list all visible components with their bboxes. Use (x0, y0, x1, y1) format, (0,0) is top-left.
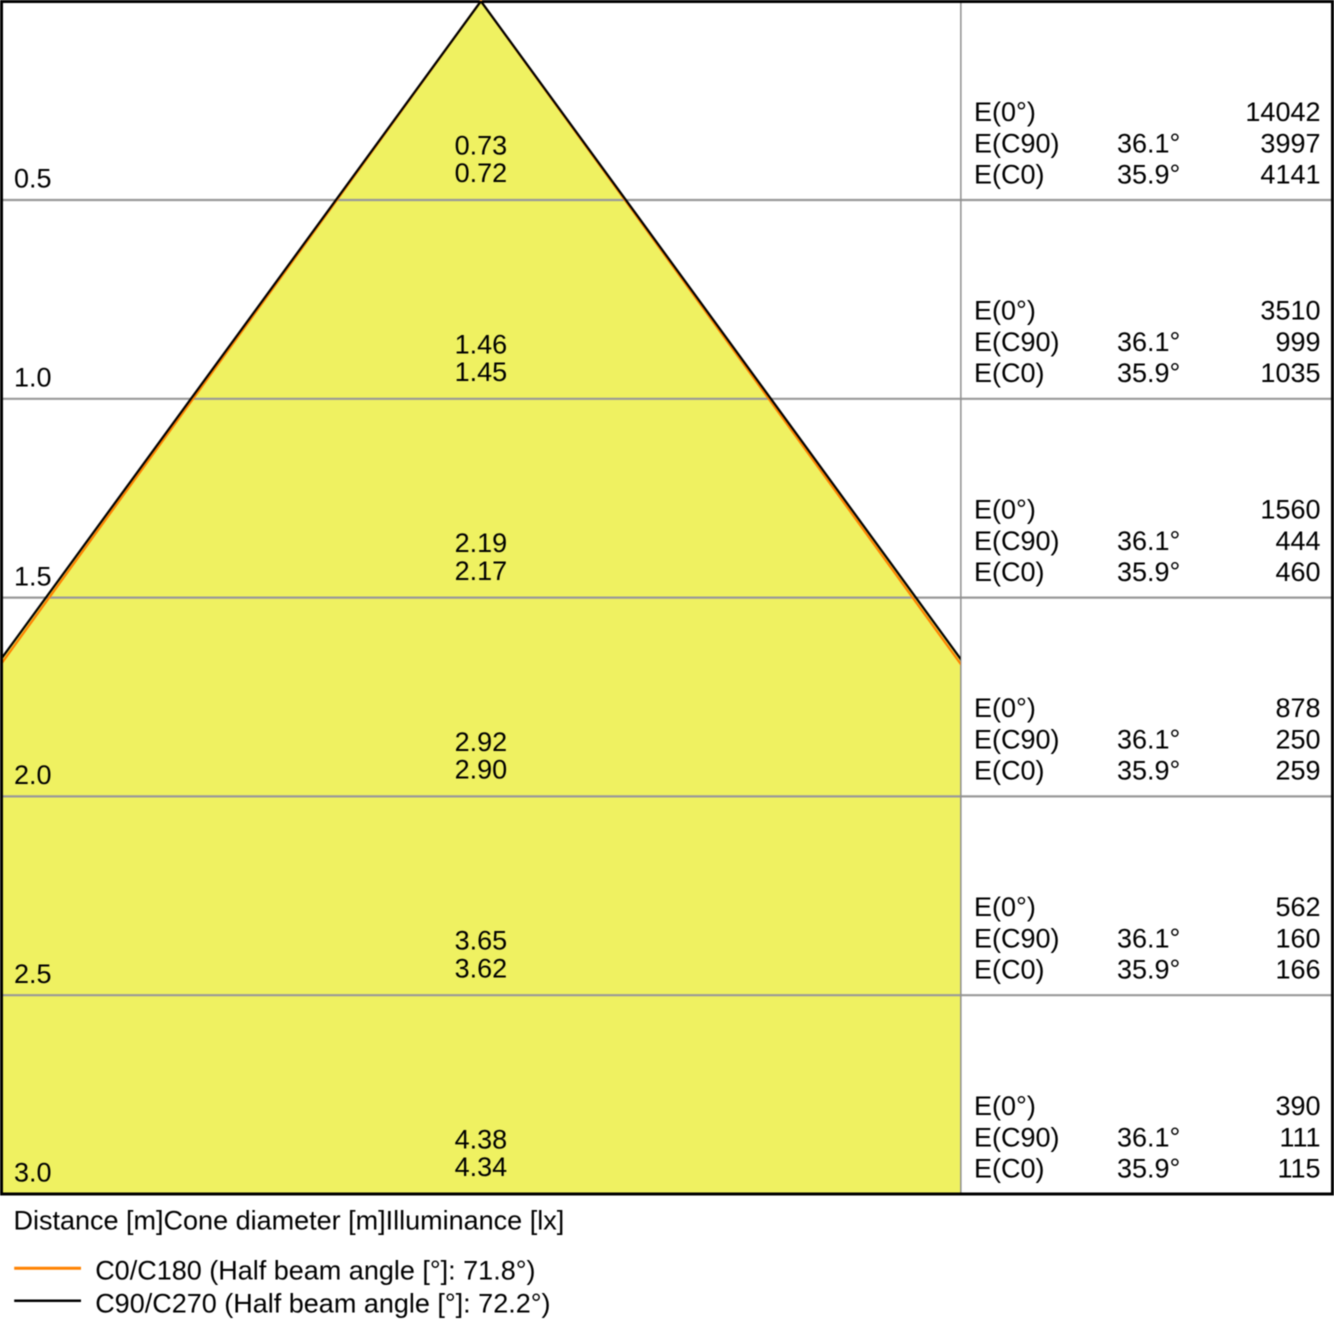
svg-text:0.73: 0.73 (455, 131, 508, 161)
svg-text:2.17: 2.17 (455, 556, 508, 586)
svg-text:35.9°: 35.9° (1117, 955, 1180, 985)
svg-text:E(C90): E(C90) (974, 924, 1060, 954)
svg-text:3510: 3510 (1260, 296, 1320, 326)
svg-text:E(0°): E(0°) (974, 892, 1036, 922)
svg-text:35.9°: 35.9° (1117, 557, 1180, 587)
svg-text:250: 250 (1275, 725, 1320, 755)
svg-text:3.62: 3.62 (455, 953, 508, 983)
svg-text:E(0°): E(0°) (974, 693, 1036, 723)
svg-text:E(C0): E(C0) (974, 557, 1045, 587)
svg-text:2.0: 2.0 (14, 760, 52, 790)
svg-text:E(C0): E(C0) (974, 955, 1045, 985)
svg-text:E(C90): E(C90) (974, 327, 1060, 357)
svg-text:36.1°: 36.1° (1117, 526, 1180, 556)
svg-text:1.46: 1.46 (455, 329, 508, 359)
svg-text:3.0: 3.0 (14, 1158, 52, 1188)
svg-text:36.1°: 36.1° (1117, 725, 1180, 755)
svg-text:166: 166 (1275, 955, 1320, 985)
svg-text:1.45: 1.45 (455, 357, 508, 387)
svg-text:E(C0): E(C0) (974, 358, 1045, 388)
svg-text:0.72: 0.72 (455, 158, 508, 188)
svg-text:1560: 1560 (1260, 494, 1320, 524)
svg-text:E(C0): E(C0) (974, 1153, 1045, 1183)
svg-text:160: 160 (1275, 924, 1320, 954)
svg-text:C0/C180 (Half beam angle [°]:: C0/C180 (Half beam angle [°]: 71.8°) (95, 1256, 535, 1286)
svg-text:115: 115 (1277, 1153, 1320, 1183)
svg-text:14042: 14042 (1245, 97, 1320, 127)
svg-text:390: 390 (1275, 1091, 1320, 1121)
svg-text:562: 562 (1275, 892, 1320, 922)
svg-text:E(0°): E(0°) (974, 1091, 1036, 1121)
svg-text:36.1°: 36.1° (1117, 924, 1180, 954)
svg-text:4.34: 4.34 (455, 1152, 508, 1182)
svg-text:460: 460 (1275, 557, 1320, 587)
svg-text:1035: 1035 (1260, 358, 1320, 388)
svg-text:2.5: 2.5 (14, 959, 52, 989)
svg-text:4.38: 4.38 (455, 1125, 508, 1155)
svg-text:2.90: 2.90 (455, 755, 508, 785)
svg-text:3997: 3997 (1260, 128, 1320, 158)
svg-text:E(0°): E(0°) (974, 296, 1036, 326)
svg-text:36.1°: 36.1° (1117, 327, 1180, 357)
svg-text:2.19: 2.19 (455, 528, 508, 558)
svg-text:1.5: 1.5 (14, 561, 52, 591)
svg-text:E(0°): E(0°) (974, 494, 1036, 524)
svg-text:878: 878 (1275, 693, 1320, 723)
svg-text:E(C90): E(C90) (974, 1122, 1060, 1152)
svg-text:0.5: 0.5 (14, 164, 52, 194)
svg-text:999: 999 (1275, 327, 1320, 357)
svg-text:4141: 4141 (1260, 159, 1320, 189)
svg-text:1.0: 1.0 (14, 363, 52, 393)
svg-text:3.65: 3.65 (455, 926, 508, 956)
svg-text:Distance [m]Cone diameter [m]I: Distance [m]Cone diameter [m]Illuminance… (14, 1206, 565, 1236)
svg-text:E(0°): E(0°) (974, 97, 1036, 127)
svg-text:36.1°: 36.1° (1117, 1122, 1180, 1152)
svg-text:E(C90): E(C90) (974, 725, 1060, 755)
svg-text:C90/C270 (Half beam angle [°]:: C90/C270 (Half beam angle [°]: 72.2°) (95, 1289, 550, 1319)
svg-text:E(C90): E(C90) (974, 526, 1060, 556)
svg-text:111: 111 (1279, 1122, 1320, 1152)
svg-text:35.9°: 35.9° (1117, 159, 1180, 189)
svg-text:2.92: 2.92 (455, 727, 508, 757)
svg-text:35.9°: 35.9° (1117, 358, 1180, 388)
svg-text:36.1°: 36.1° (1117, 128, 1180, 158)
svg-text:E(C0): E(C0) (974, 159, 1045, 189)
svg-text:E(C0): E(C0) (974, 756, 1045, 786)
svg-text:35.9°: 35.9° (1117, 1153, 1180, 1183)
svg-text:35.9°: 35.9° (1117, 756, 1180, 786)
svg-text:444: 444 (1275, 526, 1320, 556)
svg-text:259: 259 (1275, 756, 1320, 786)
svg-text:E(C90): E(C90) (974, 128, 1060, 158)
